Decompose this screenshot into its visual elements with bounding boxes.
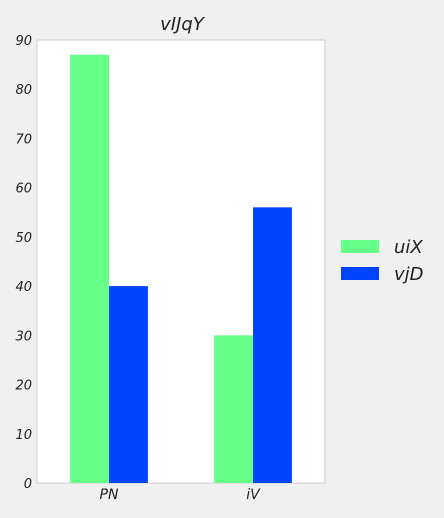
chart-title: vIJqY [160,14,206,35]
y-tick-label: 80 [15,83,32,98]
y-tick-label: 20 [15,379,32,394]
bar-uiX-iV [214,335,253,483]
bar-vjD-PN [109,286,148,483]
y-tick-label: 30 [15,329,32,344]
y-tick-label: 0 [24,477,32,492]
y-tick-label: 50 [15,231,32,246]
x-tick-label: PN [100,487,119,503]
y-axis-ticks: 0 10 20 30 40 50 60 70 80 90 [15,34,32,492]
y-tick-label: 10 [15,428,32,443]
y-tick-label: 60 [15,182,32,197]
y-tick-label: 70 [15,132,32,147]
legend-label-uiX: uiX [394,237,423,258]
x-tick-label: iV [246,487,261,503]
bar-vjD-iV [253,207,292,483]
bar-uiX-PN [70,54,109,484]
x-axis-labels: PN iV [100,487,262,503]
legend-swatch-vjD [341,267,379,280]
legend-label-vjD: vjD [394,264,424,285]
y-tick-label: 90 [15,34,32,49]
legend-swatch-uiX [341,240,379,253]
bars [70,54,292,484]
y-tick-label: 40 [15,280,32,295]
legend: uiX vjD [341,237,424,285]
